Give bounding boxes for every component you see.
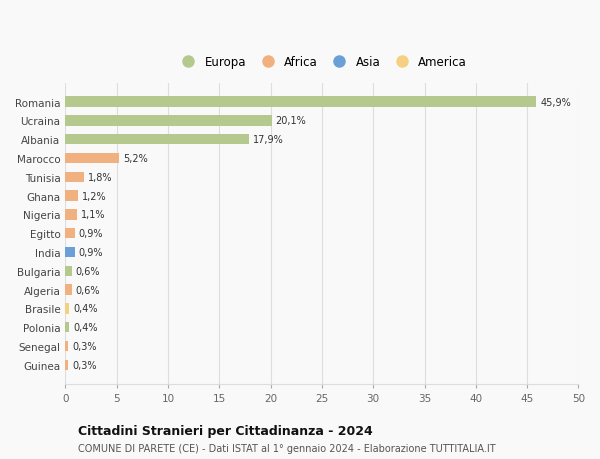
Text: 1,2%: 1,2% bbox=[82, 191, 106, 201]
Text: 0,3%: 0,3% bbox=[73, 341, 97, 351]
Text: 0,4%: 0,4% bbox=[74, 322, 98, 332]
Text: 0,9%: 0,9% bbox=[79, 229, 103, 239]
Text: 0,3%: 0,3% bbox=[73, 360, 97, 370]
Bar bbox=[65, 97, 536, 107]
Text: 0,4%: 0,4% bbox=[74, 304, 98, 313]
Text: 0,9%: 0,9% bbox=[79, 247, 103, 257]
Text: 45,9%: 45,9% bbox=[541, 97, 571, 107]
Bar bbox=[65, 360, 68, 370]
Text: 0,6%: 0,6% bbox=[76, 266, 100, 276]
Text: 1,1%: 1,1% bbox=[81, 210, 105, 220]
Bar bbox=[65, 341, 68, 351]
Bar bbox=[65, 116, 272, 126]
Legend: Europa, Africa, Asia, America: Europa, Africa, Asia, America bbox=[175, 54, 469, 71]
Bar bbox=[65, 266, 71, 276]
Text: 17,9%: 17,9% bbox=[253, 135, 284, 145]
Bar bbox=[65, 153, 119, 164]
Text: COMUNE DI PARETE (CE) - Dati ISTAT al 1° gennaio 2024 - Elaborazione TUTTITALIA.: COMUNE DI PARETE (CE) - Dati ISTAT al 1°… bbox=[78, 443, 496, 453]
Bar bbox=[65, 322, 70, 333]
Bar bbox=[65, 247, 74, 257]
Text: 5,2%: 5,2% bbox=[123, 154, 148, 164]
Text: 1,8%: 1,8% bbox=[88, 173, 112, 182]
Bar bbox=[65, 303, 70, 314]
Bar bbox=[65, 285, 71, 295]
Text: 20,1%: 20,1% bbox=[276, 116, 307, 126]
Bar bbox=[65, 135, 249, 145]
Bar bbox=[65, 172, 84, 183]
Bar bbox=[65, 229, 74, 239]
Text: 0,6%: 0,6% bbox=[76, 285, 100, 295]
Bar bbox=[65, 191, 77, 202]
Bar bbox=[65, 210, 77, 220]
Text: Cittadini Stranieri per Cittadinanza - 2024: Cittadini Stranieri per Cittadinanza - 2… bbox=[78, 424, 373, 437]
